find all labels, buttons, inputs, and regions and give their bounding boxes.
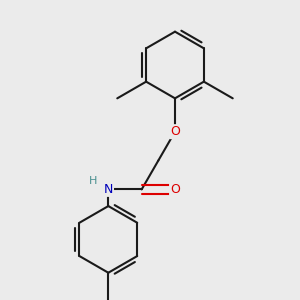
Text: N: N xyxy=(103,183,113,196)
Text: O: O xyxy=(170,183,180,196)
Text: H: H xyxy=(89,176,98,186)
Text: O: O xyxy=(170,125,180,138)
